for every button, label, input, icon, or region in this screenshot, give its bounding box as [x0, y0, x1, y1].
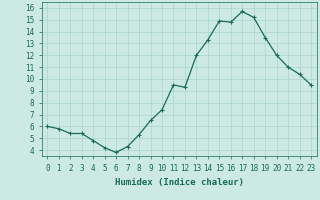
X-axis label: Humidex (Indice chaleur): Humidex (Indice chaleur) [115, 178, 244, 187]
